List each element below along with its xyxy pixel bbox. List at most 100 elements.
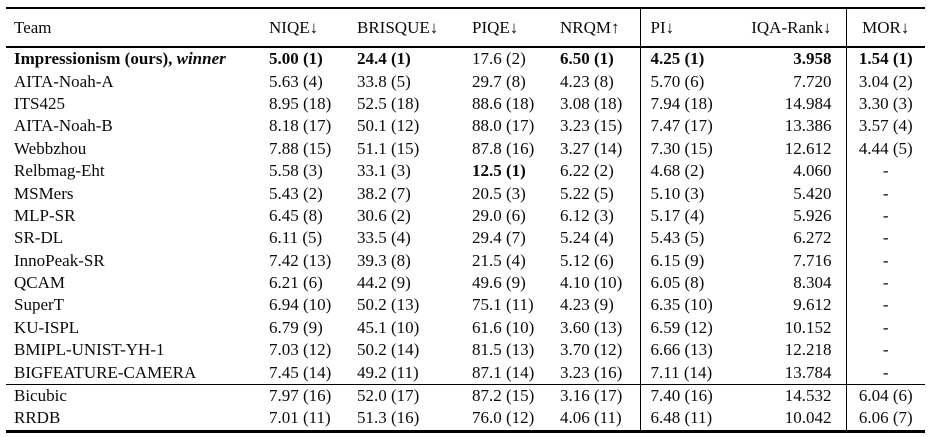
metric-value-cell: 7.47 (17)	[639, 115, 746, 138]
metric-value-cell: 61.6 (10)	[472, 317, 535, 337]
metric-value-cell: 10.152	[784, 317, 832, 337]
metric-value-cell: 3.27 (14)	[560, 138, 623, 158]
metric-value-cell: 75.1 (11)	[472, 295, 534, 315]
team-name-cell: Bicubic	[14, 386, 67, 406]
team-name-cell: MSMers	[14, 183, 74, 203]
metric-value-cell: -	[845, 361, 925, 385]
metric-value-cell: 52.5 (18)	[357, 93, 420, 113]
team-name-cell: AITA-Noah-B	[14, 116, 113, 136]
metric-value-cell: 4.68 (2)	[639, 159, 746, 183]
metric-value-cell: 5.43 (5)	[639, 227, 746, 250]
metric-value-cell: 5.926	[793, 205, 832, 225]
team-name-cell: SR-DL	[14, 228, 64, 248]
metric-value-cell: 3.04 (2)	[845, 70, 925, 93]
metric-value-cell: 24.4 (1)	[357, 49, 411, 69]
metric-value-cell: 5.43 (2)	[269, 183, 323, 203]
metric-value-cell: 5.58 (3)	[269, 161, 323, 181]
metric-value-cell: -	[845, 204, 925, 228]
metric-value-cell: -	[845, 182, 925, 205]
metric-value-cell: 6.272	[793, 228, 832, 248]
metric-value-cell: 7.03 (12)	[269, 340, 332, 360]
metric-value-cell: 33.8 (5)	[357, 71, 411, 91]
metric-value-cell: 44.2 (9)	[357, 273, 411, 293]
table-row: SR-DL 6.11 (5) 33.5 (4) 29.4 (7) 5.24 (4) 5.4…	[6, 227, 925, 250]
column-header-niqe: NIQE↓	[269, 17, 319, 37]
metric-value-cell: 13.386	[784, 116, 832, 136]
table-row: InnoPeak-SR 7.42 (13) 39.3 (8) 21.5 (4) 5.12…	[6, 249, 925, 272]
table-row: SuperT 6.94 (10) 50.2 (13) 75.1 (11) 4.23 (9…	[6, 294, 925, 317]
baseline-rows: Bicubic 7.97 (16) 52.0 (17) 87.2 (15) 3.16 (…	[6, 384, 925, 432]
table-row: Impressionism (ours), winner 5.00 (1) 24.4…	[6, 47, 925, 71]
team-name-cell: SuperT	[14, 295, 65, 315]
metric-value-cell: 4.25 (1)	[639, 47, 746, 71]
metric-value-cell: 1.54 (1)	[845, 47, 925, 71]
metric-value-cell: 50.2 (13)	[357, 295, 420, 315]
metric-value-cell: 51.3 (16)	[357, 408, 420, 428]
metric-value-cell: 5.22 (5)	[560, 183, 614, 203]
metric-value-cell: 12.5 (1)	[472, 161, 526, 181]
team-name-cell: QCAM	[14, 273, 66, 293]
metric-value-cell: 17.6 (2)	[472, 49, 526, 69]
table-row: KU-ISPL 6.79 (9) 45.1 (10) 61.6 (10) 3.60 (1…	[6, 316, 925, 340]
table-row: Relbmag-Eht 5.58 (3) 33.1 (3) 12.5 (1) 6.22 …	[6, 159, 925, 183]
metric-value-cell: 87.1 (14)	[472, 362, 535, 382]
metric-value-cell: 3.70 (12)	[560, 340, 623, 360]
metric-value-cell: 6.45 (8)	[269, 205, 323, 225]
metric-value-cell: 8.18 (17)	[269, 116, 332, 136]
metric-value-cell: 13.784	[784, 362, 832, 382]
metric-value-cell: 7.97 (16)	[269, 386, 332, 406]
table-row: BMIPL-UNIST-YH-1 7.03 (12) 50.2 (14) 81.5 (…	[6, 339, 925, 362]
table-row: Bicubic 7.97 (16) 52.0 (17) 87.2 (15) 3.16 (…	[6, 384, 925, 408]
metric-value-cell: 39.3 (8)	[357, 250, 411, 270]
table-row: QCAM 6.21 (6) 44.2 (9) 49.6 (9) 4.10 (10) 6.0…	[6, 271, 925, 295]
metric-value-cell: 52.0 (17)	[357, 386, 420, 406]
metric-value-cell: 38.2 (7)	[357, 183, 411, 203]
team-name-cell: BMIPL-UNIST-YH-1	[14, 340, 165, 360]
table-header: Team NIQE↓ BRISQUE↓ PIQE↓ NRQM↑ PI↓ IQA-…	[6, 8, 925, 47]
metric-value-cell: 7.01 (11)	[269, 408, 331, 428]
metric-value-cell: 3.23 (15)	[560, 116, 623, 136]
metric-value-cell: 3.23 (16)	[560, 362, 623, 382]
metric-value-cell: 88.6 (18)	[472, 93, 535, 113]
metric-value-cell: 7.40 (16)	[639, 384, 746, 408]
team-name-cell: AITA-Noah-A	[14, 71, 114, 91]
metric-value-cell: -	[845, 316, 925, 340]
column-header-mor: MOR↓	[845, 8, 925, 47]
team-name-cell: InnoPeak-SR	[14, 250, 105, 270]
team-name-italic-suffix: winner	[172, 49, 226, 69]
metric-value-cell: 87.2 (15)	[472, 386, 535, 406]
metric-value-cell: 29.0 (6)	[472, 205, 526, 225]
table-row: AITA-Noah-A 5.63 (4) 33.8 (5) 29.7 (8) 4.23 …	[6, 70, 925, 93]
team-name-cell: Webbzhou	[14, 138, 87, 158]
table-row: MSMers 5.43 (2) 38.2 (7) 20.5 (3) 5.22 (5) 5.…	[6, 182, 925, 205]
column-header-pi: PI↓	[639, 8, 746, 47]
metric-value-cell: 5.420	[793, 183, 832, 203]
metric-value-cell: 6.12 (3)	[560, 205, 614, 225]
metric-value-cell: 6.66 (13)	[639, 339, 746, 362]
metric-value-cell: 50.1 (12)	[357, 116, 420, 136]
table-row: Webbzhou 7.88 (15) 51.1 (15) 87.8 (16) 3.27 …	[6, 137, 925, 160]
metric-value-cell: -	[845, 271, 925, 295]
metric-value-cell: 20.5 (3)	[472, 183, 526, 203]
metric-value-cell: 4.060	[793, 161, 832, 181]
metric-value-cell: 29.4 (7)	[472, 228, 526, 248]
metric-value-cell: 3.08 (18)	[560, 93, 623, 113]
metric-value-cell: 7.94 (18)	[639, 92, 746, 116]
metric-value-cell: -	[845, 227, 925, 250]
table-row: AITA-Noah-B 8.18 (17) 50.1 (12) 88.0 (17) 3.…	[6, 115, 925, 138]
metric-value-cell: 33.5 (4)	[357, 228, 411, 248]
metric-value-cell: 3.958	[793, 49, 832, 69]
metric-value-cell: 6.05 (8)	[639, 271, 746, 295]
metric-value-cell: 5.17 (4)	[639, 204, 746, 228]
metric-value-cell: 6.06 (7)	[845, 407, 925, 432]
metric-value-cell: 76.0 (12)	[472, 408, 535, 428]
metric-value-cell: 3.60 (13)	[560, 317, 623, 337]
table-row: MLP-SR 6.45 (8) 30.6 (2) 29.0 (6) 6.12 (3) 5.…	[6, 204, 925, 228]
metric-value-cell: 6.50 (1)	[560, 49, 614, 69]
metric-value-cell: 3.16 (17)	[560, 386, 623, 406]
metric-value-cell: 3.30 (3)	[845, 92, 925, 116]
metric-value-cell: 5.12 (6)	[560, 250, 614, 270]
metric-value-cell: 7.720	[793, 71, 832, 91]
metric-value-cell: 7.11 (14)	[639, 361, 746, 385]
